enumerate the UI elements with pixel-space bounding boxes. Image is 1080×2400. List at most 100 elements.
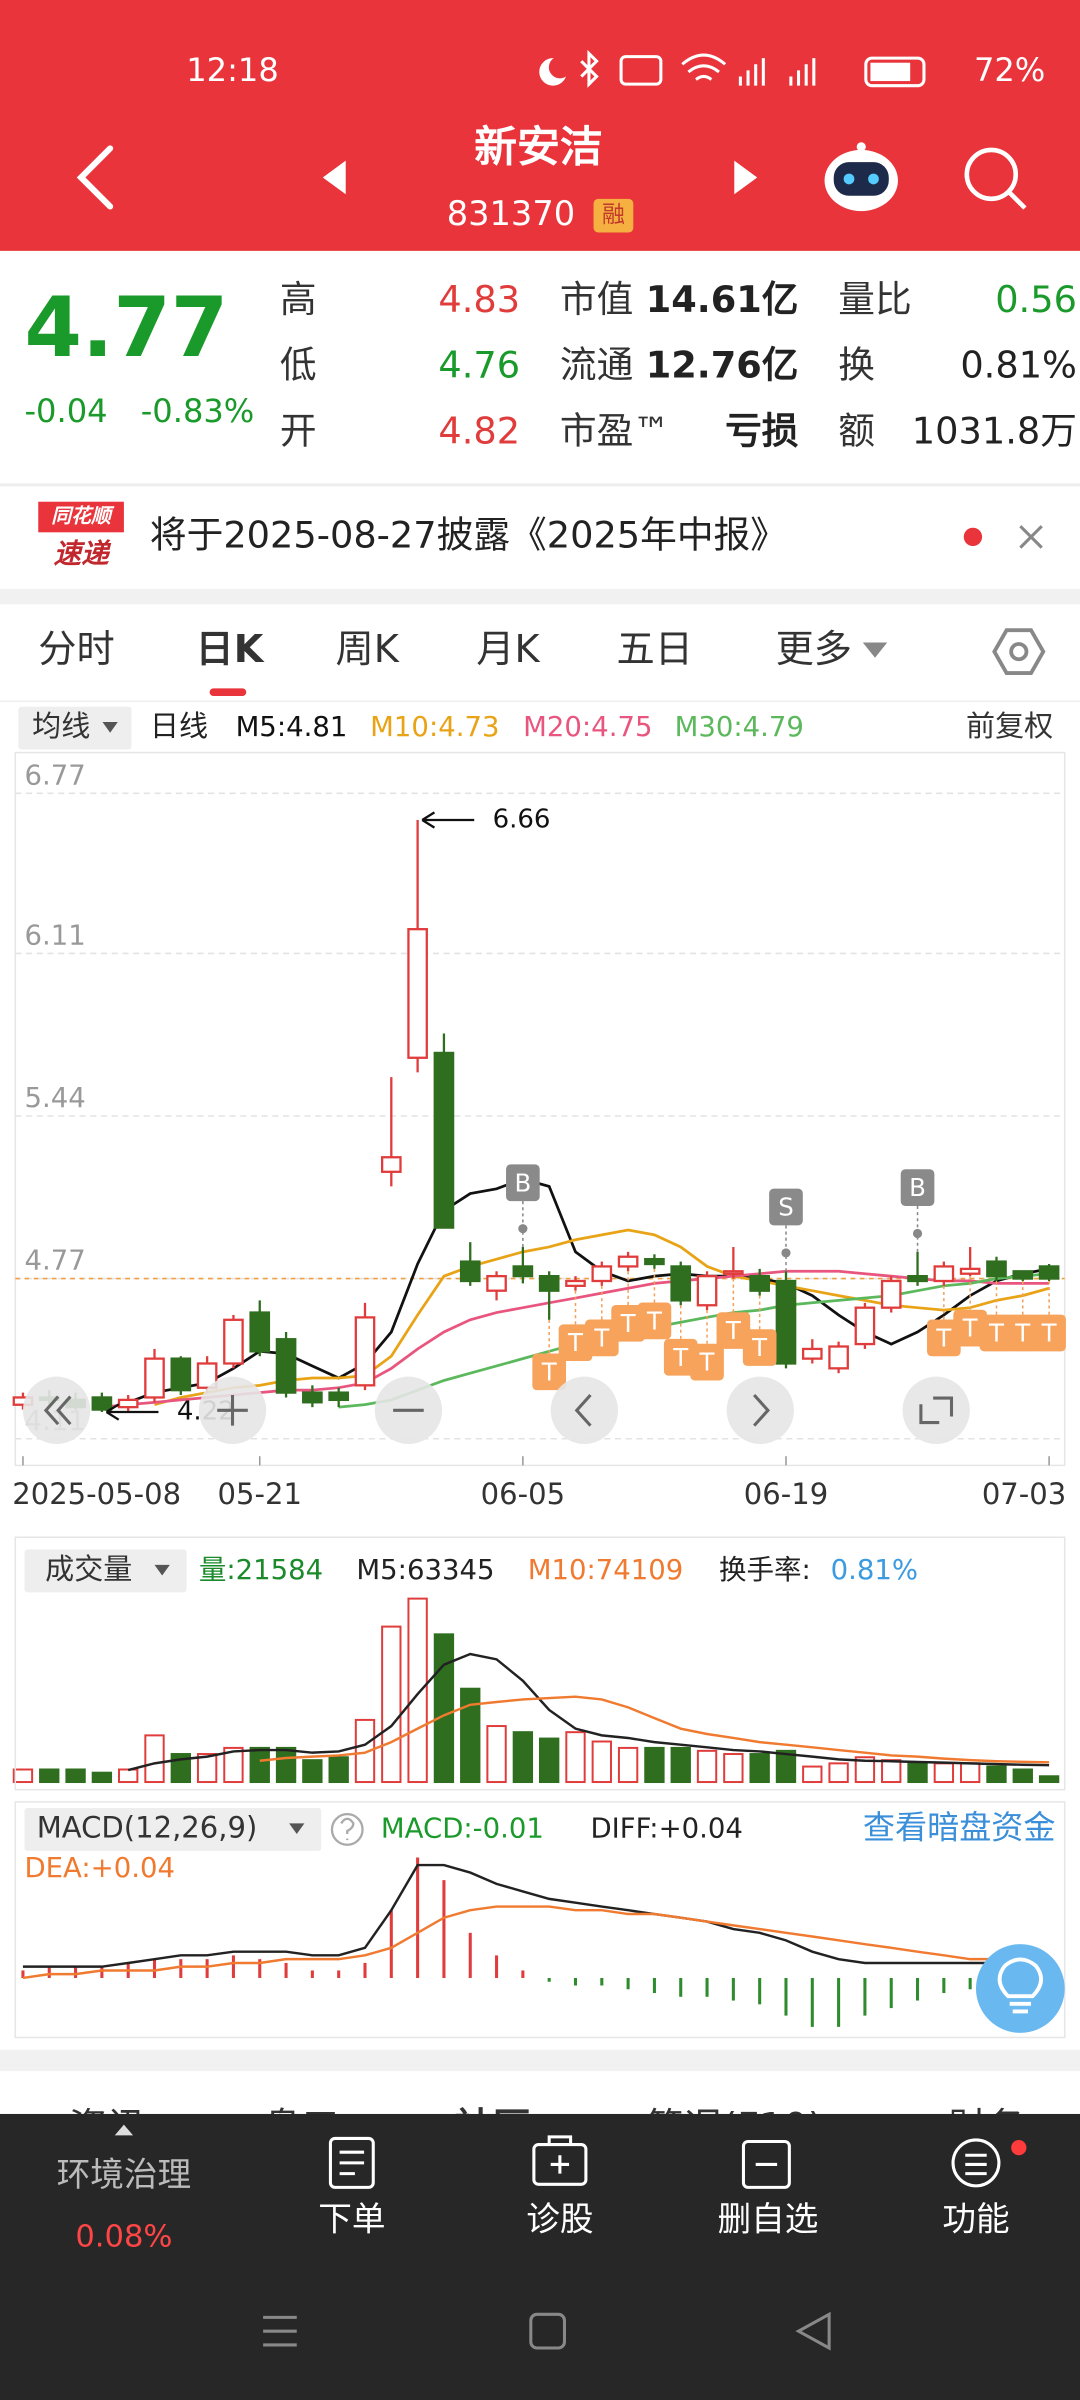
volume-bar xyxy=(91,1771,113,1784)
volume-bar xyxy=(249,1746,270,1784)
candle-body xyxy=(486,1274,507,1292)
volume-bar xyxy=(986,1765,1007,1784)
adjust[interactable]: 前复权 xyxy=(966,709,1053,743)
ma-legend: M30:4.79 xyxy=(675,711,804,743)
stat-label: 市盈™ xyxy=(560,409,670,452)
ma-selector[interactable]: 均线 xyxy=(32,709,90,743)
candle-body xyxy=(933,1265,955,1283)
nav-menu[interactable] xyxy=(263,2315,297,2347)
help-icon[interactable] xyxy=(330,1813,364,1846)
search-icon[interactable] xyxy=(964,147,1027,210)
volume-selector[interactable]: 成交量 xyxy=(45,1552,132,1586)
dropdown-arrow xyxy=(154,1564,170,1576)
toolbar-item[interactable]: 下单 xyxy=(318,2200,385,2239)
battery: 72% xyxy=(974,51,1045,89)
x-tick-label: 06-19 xyxy=(744,1477,828,1511)
selector-bg[interactable] xyxy=(24,1808,322,1851)
volume-bar xyxy=(275,1746,297,1784)
logo-top-bg xyxy=(38,501,124,533)
volume-bar xyxy=(828,1762,849,1784)
toolbar-bg xyxy=(0,2113,1080,2400)
zoom-in[interactable] xyxy=(198,1376,267,1444)
signal: T xyxy=(935,1323,952,1352)
sector[interactable]: 环境治理 xyxy=(57,2155,192,2194)
volume-bar xyxy=(407,1597,428,1784)
candle-body xyxy=(433,1051,455,1229)
signal: T xyxy=(567,1328,584,1357)
stat-label: 开 xyxy=(280,409,317,452)
tab[interactable]: 周K xyxy=(335,628,399,672)
volume-bar xyxy=(144,1734,165,1784)
back-button[interactable] xyxy=(76,145,114,210)
tab-active[interactable]: 日K xyxy=(196,628,265,672)
volume-frame xyxy=(14,1536,1066,1791)
signal: S xyxy=(778,1193,794,1222)
change: -0.04 xyxy=(24,392,107,430)
candle-body xyxy=(565,1279,586,1287)
fullscreen[interactable] xyxy=(902,1376,970,1444)
tab[interactable]: 分时 xyxy=(38,628,114,672)
tab[interactable]: 更多 xyxy=(776,628,852,672)
y-tick-label: 6.11 xyxy=(24,920,85,952)
volume-bar xyxy=(775,1749,797,1784)
nav-back[interactable] xyxy=(795,2311,831,2351)
stat-value: 1031.8万 xyxy=(912,409,1077,452)
candle-body xyxy=(249,1311,271,1353)
volume-bar xyxy=(460,1687,481,1784)
toolbar-item[interactable]: 诊股 xyxy=(526,2200,593,2239)
diff-legend: DIFF:+0.04 xyxy=(590,1812,742,1844)
scroll-left[interactable] xyxy=(22,1376,91,1444)
settings[interactable] xyxy=(992,628,1046,675)
ma-legend: M10:4.73 xyxy=(370,711,499,743)
candle-body xyxy=(459,1260,481,1283)
prev-stock[interactable] xyxy=(322,160,346,195)
candle-body xyxy=(986,1260,1007,1278)
dark-pool-link[interactable]: 查看暗盘资金 xyxy=(863,1808,1056,1846)
tab[interactable]: 月K xyxy=(476,628,540,672)
nav-bar xyxy=(263,2311,831,2351)
macd-selector[interactable]: MACD(12,26,9) xyxy=(37,1810,258,1844)
stat-value: 4.82 xyxy=(438,409,520,452)
next-stock[interactable] xyxy=(734,160,758,195)
zoom-out[interactable] xyxy=(374,1376,443,1444)
tab[interactable]: 五日 xyxy=(616,628,692,672)
volume-bar xyxy=(644,1746,665,1784)
signal: T xyxy=(593,1323,610,1352)
unread-dot xyxy=(963,527,983,547)
gap xyxy=(0,2049,1080,2072)
turnover: 0.81% xyxy=(831,1554,918,1586)
assistant-icon[interactable] xyxy=(824,142,898,212)
signal-bg xyxy=(584,1319,619,1357)
x-tick-label: 05-21 xyxy=(218,1477,302,1511)
toolbar-item[interactable]: 删自选 xyxy=(717,2200,818,2239)
signal-bg xyxy=(611,1304,645,1342)
nav-home[interactable] xyxy=(529,2312,567,2350)
ma-line xyxy=(338,1272,1050,1409)
badge-bg xyxy=(593,198,634,233)
notice[interactable]: 同花顺 速递 将于2025-08-27披露《2025年中报》 xyxy=(38,501,1043,571)
close-notice[interactable] xyxy=(1019,525,1043,549)
toolbar-item[interactable]: 功能 xyxy=(942,2200,1009,2239)
candle-body xyxy=(959,1267,981,1275)
status-time: 12:18 xyxy=(186,51,279,89)
volume-bar xyxy=(854,1756,876,1784)
y-tick-label: 6.77 xyxy=(24,759,85,791)
stat-label: 换 xyxy=(838,344,875,387)
selector-bg[interactable] xyxy=(24,1549,187,1593)
macd-frame xyxy=(14,1801,1066,2039)
macd-legend: MACD:-0.01 xyxy=(381,1812,544,1844)
x-tick-label: 07-03 xyxy=(982,1477,1066,1511)
signal-bg xyxy=(953,1309,987,1347)
signal-bg xyxy=(769,1188,803,1226)
volume-bar xyxy=(1038,1775,1060,1784)
stat-label: 流通 xyxy=(560,344,633,387)
signal-bg xyxy=(1032,1314,1066,1352)
selector-bg[interactable] xyxy=(18,706,132,750)
stat-label: 低 xyxy=(280,344,317,387)
candle-body xyxy=(723,1270,744,1275)
prev[interactable] xyxy=(550,1376,619,1444)
next[interactable] xyxy=(726,1376,794,1444)
tip-button[interactable] xyxy=(975,1944,1065,2033)
candle-body xyxy=(117,1398,139,1409)
